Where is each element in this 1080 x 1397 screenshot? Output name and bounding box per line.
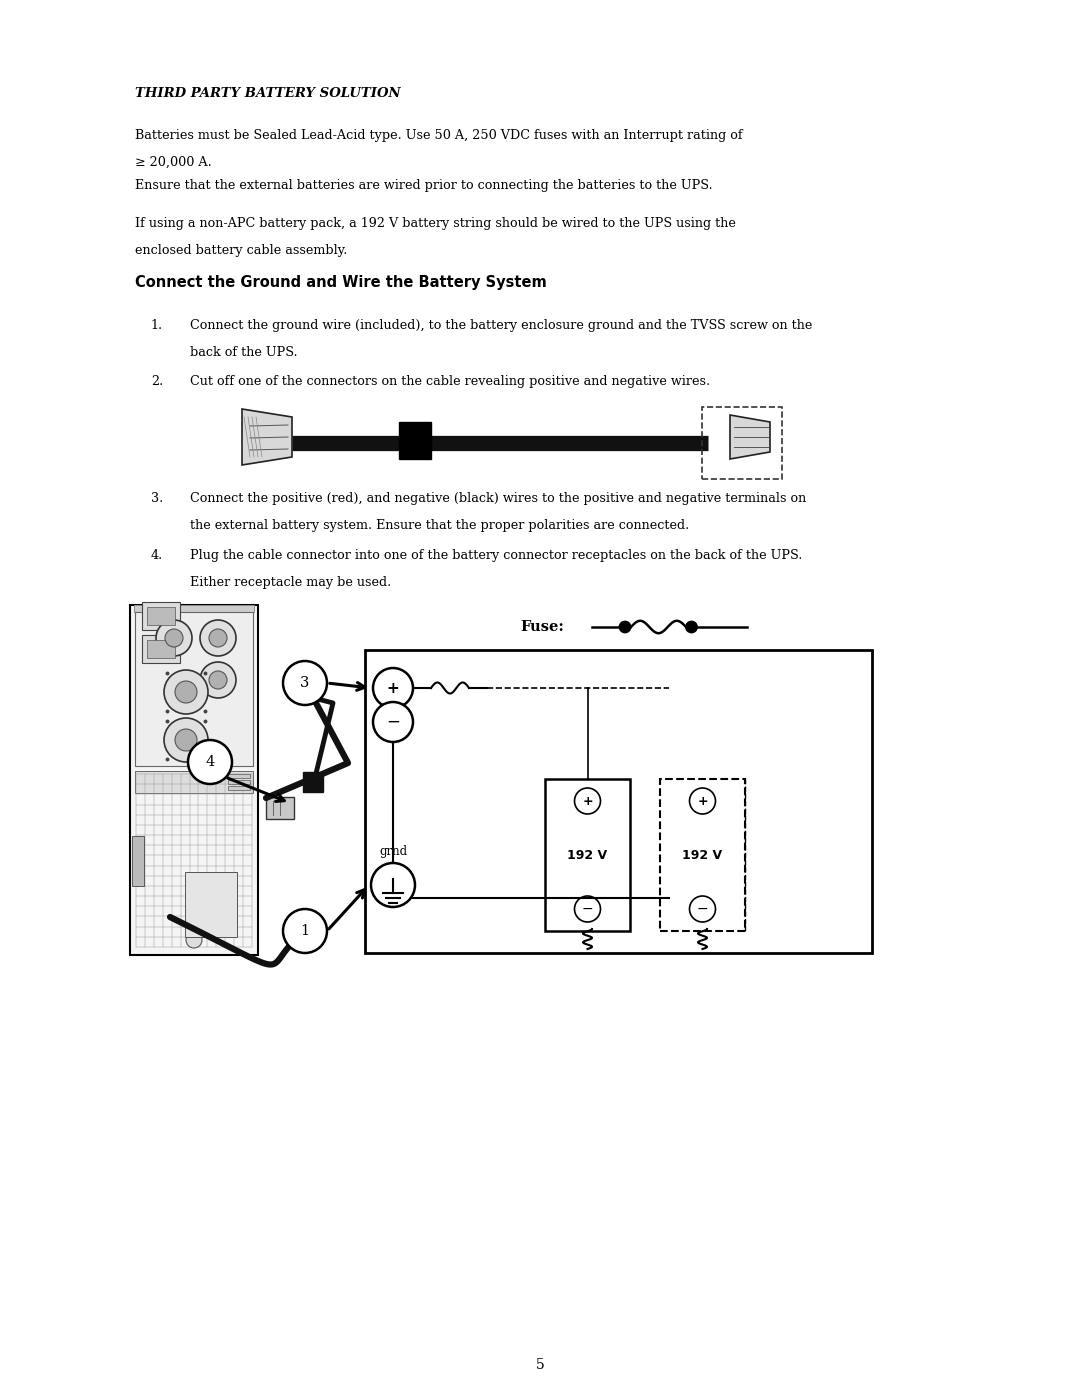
- Circle shape: [575, 788, 600, 814]
- Text: 1.: 1.: [151, 319, 163, 332]
- Circle shape: [200, 620, 237, 657]
- Circle shape: [210, 629, 227, 647]
- Text: Fuse:: Fuse:: [519, 620, 564, 634]
- Bar: [147, 640, 175, 658]
- Bar: [702, 407, 782, 479]
- Bar: [228, 774, 249, 778]
- Circle shape: [283, 909, 327, 953]
- Text: Either receptacle may be used.: Either receptacle may be used.: [190, 576, 391, 590]
- Text: −: −: [386, 712, 400, 731]
- Bar: [135, 771, 253, 793]
- Text: 3.: 3.: [151, 492, 163, 504]
- Text: Ensure that the external batteries are wired prior to connecting the batteries t: Ensure that the external batteries are w…: [135, 179, 713, 191]
- Text: −: −: [697, 902, 708, 916]
- Polygon shape: [730, 415, 770, 460]
- Text: −: −: [582, 902, 593, 916]
- Bar: [141, 602, 180, 630]
- Text: grnd: grnd: [379, 845, 407, 858]
- Text: 3: 3: [300, 676, 310, 690]
- Circle shape: [175, 729, 197, 752]
- Circle shape: [686, 622, 698, 633]
- Text: back of the UPS.: back of the UPS.: [190, 346, 298, 359]
- Circle shape: [283, 661, 327, 705]
- Bar: [266, 798, 294, 819]
- Circle shape: [689, 788, 715, 814]
- Text: 4.: 4.: [151, 549, 163, 562]
- Circle shape: [156, 620, 192, 657]
- Text: 5: 5: [536, 1358, 544, 1372]
- Text: Batteries must be Sealed Lead-Acid type. Use 50 A, 250 VDC fuses with an Interru: Batteries must be Sealed Lead-Acid type.…: [135, 129, 743, 142]
- Circle shape: [372, 863, 415, 907]
- Circle shape: [575, 895, 600, 922]
- Text: +: +: [582, 795, 593, 807]
- Bar: [130, 605, 258, 956]
- Circle shape: [200, 662, 237, 698]
- Text: Connect the ground wire (included), to the battery enclosure ground and the TVSS: Connect the ground wire (included), to t…: [190, 319, 812, 332]
- Circle shape: [164, 671, 208, 714]
- Circle shape: [165, 629, 183, 647]
- Bar: [132, 837, 144, 887]
- Bar: [134, 605, 254, 612]
- Text: ≥ 20,000 A.: ≥ 20,000 A.: [135, 156, 212, 169]
- Text: 4: 4: [205, 754, 215, 768]
- Bar: [399, 422, 431, 460]
- Circle shape: [188, 740, 232, 784]
- Bar: [545, 780, 630, 930]
- Bar: [365, 650, 872, 953]
- Circle shape: [689, 895, 715, 922]
- Circle shape: [210, 671, 227, 689]
- Polygon shape: [242, 409, 292, 465]
- Bar: [141, 636, 180, 664]
- Bar: [660, 780, 745, 930]
- Circle shape: [373, 703, 413, 742]
- Text: enclosed battery cable assembly.: enclosed battery cable assembly.: [135, 244, 348, 257]
- Circle shape: [373, 668, 413, 708]
- Text: THIRD PARTY BATTERY SOLUTION: THIRD PARTY BATTERY SOLUTION: [135, 87, 401, 101]
- Text: +: +: [698, 795, 707, 807]
- Text: 192 V: 192 V: [567, 848, 608, 862]
- Text: Connect the Ground and Wire the Battery System: Connect the Ground and Wire the Battery …: [135, 275, 546, 291]
- Text: the external battery system. Ensure that the proper polarities are connected.: the external battery system. Ensure that…: [190, 520, 689, 532]
- Bar: [185, 872, 237, 937]
- Text: +: +: [387, 680, 400, 696]
- Bar: [228, 787, 249, 789]
- Text: Plug the cable connector into one of the battery connector receptacles on the ba: Plug the cable connector into one of the…: [190, 549, 802, 562]
- Text: If using a non-APC battery pack, a 192 V battery string should be wired to the U: If using a non-APC battery pack, a 192 V…: [135, 217, 735, 231]
- Bar: [303, 773, 323, 792]
- Text: 2.: 2.: [151, 374, 163, 388]
- Text: Connect the positive (red), and negative (black) wires to the positive and negat: Connect the positive (red), and negative…: [190, 492, 807, 504]
- Circle shape: [619, 622, 631, 633]
- Circle shape: [164, 718, 208, 761]
- Text: Cut off one of the connectors on the cable revealing positive and negative wires: Cut off one of the connectors on the cab…: [190, 374, 711, 388]
- Text: 192 V: 192 V: [683, 848, 723, 862]
- Bar: [228, 780, 249, 784]
- Circle shape: [186, 932, 202, 949]
- Bar: [135, 612, 253, 766]
- Bar: [147, 608, 175, 624]
- Circle shape: [175, 680, 197, 703]
- Text: 1: 1: [300, 923, 310, 937]
